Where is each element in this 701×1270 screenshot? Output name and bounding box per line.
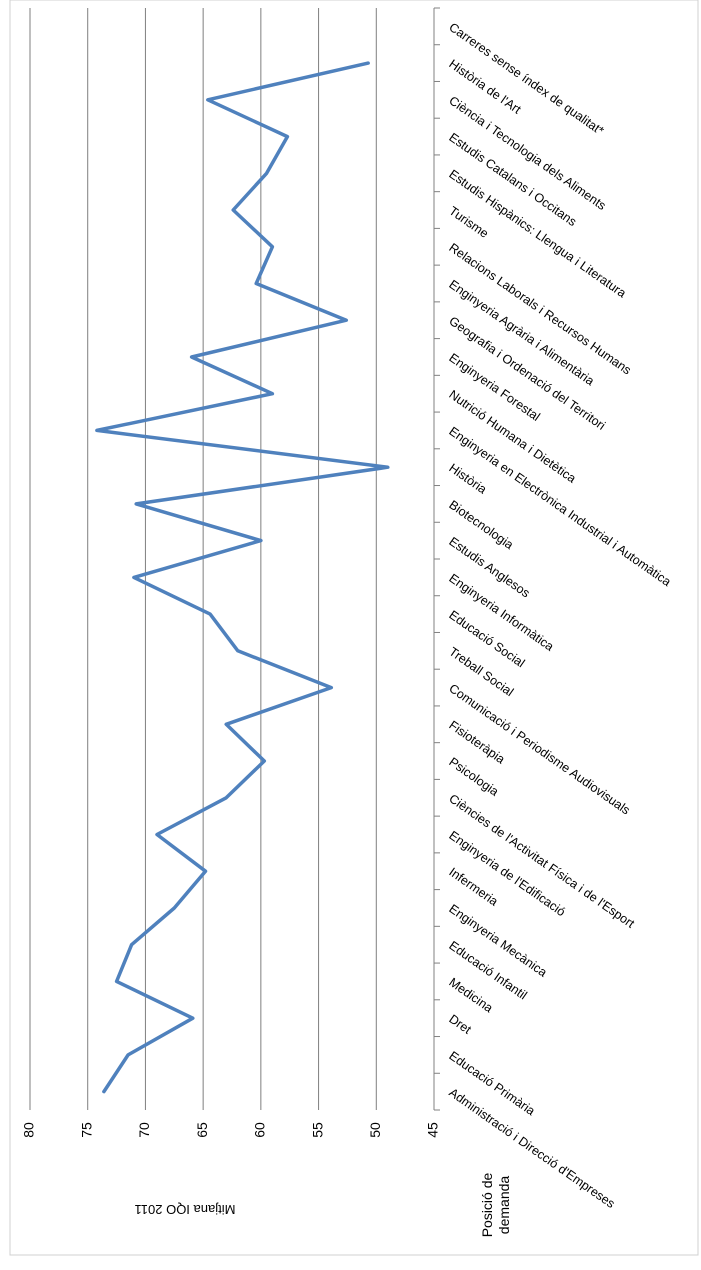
value-tick-labels: 45 50 55 60 65 70 75 80 <box>21 1122 441 1138</box>
value-tick-label: 65 <box>194 1122 210 1138</box>
x-axis-title: Posició dedemanda <box>479 1172 512 1237</box>
svg-text:45: 45 <box>425 1122 441 1138</box>
value-tick-label: 50 <box>367 1122 383 1138</box>
svg-text:70: 70 <box>136 1122 152 1138</box>
svg-text:Posició dedemanda: Posició dedemanda <box>479 1172 512 1237</box>
value-tick-label: 60 <box>252 1122 268 1138</box>
svg-text:80: 80 <box>21 1122 37 1138</box>
value-tick-label: 55 <box>309 1122 325 1138</box>
svg-text:60: 60 <box>252 1122 268 1138</box>
category-ticks <box>434 7 440 1111</box>
y-axis-title: Mitjana IQO 2011 <box>135 1202 236 1217</box>
svg-text:65: 65 <box>194 1122 210 1138</box>
series-line <box>95 61 390 1094</box>
chart-border <box>9 0 699 1256</box>
svg-text:50: 50 <box>367 1122 383 1138</box>
value-tick-label: 80 <box>21 1122 37 1138</box>
value-tick-label: 75 <box>78 1122 94 1138</box>
svg-text:55: 55 <box>309 1122 325 1138</box>
svg-text:75: 75 <box>78 1122 94 1138</box>
value-tick-label: 70 <box>136 1122 152 1138</box>
value-tick-label: 45 <box>425 1122 441 1138</box>
